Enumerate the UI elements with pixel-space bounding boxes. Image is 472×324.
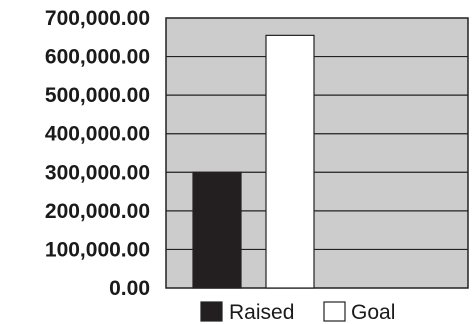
y-tick-label: 400,000.00: [45, 123, 150, 146]
legend-label-raised: Raised: [229, 301, 294, 324]
y-axis-tick-labels: 0.00 100,000.00 200,000.00 300,000.00 400,00…: [45, 7, 150, 300]
legend-label-goal: Goal: [351, 301, 395, 324]
y-tick-label: 600,000.00: [45, 46, 150, 69]
legend-swatch-goal: [323, 301, 346, 322]
legend-swatch-raised: [200, 301, 223, 322]
y-tick-label: 0.00: [109, 277, 150, 300]
y-tick-label: 300,000.00: [45, 161, 150, 184]
y-tick-label: 500,000.00: [45, 84, 150, 107]
legend: Raised Goal: [200, 301, 395, 324]
y-tick-label: 100,000.00: [45, 238, 150, 261]
y-tick-label: 700,000.00: [45, 7, 150, 30]
bar-raised: [192, 171, 242, 289]
bar-goal: [265, 34, 315, 289]
bars: [192, 34, 315, 289]
y-tick-label: 200,000.00: [45, 200, 150, 223]
